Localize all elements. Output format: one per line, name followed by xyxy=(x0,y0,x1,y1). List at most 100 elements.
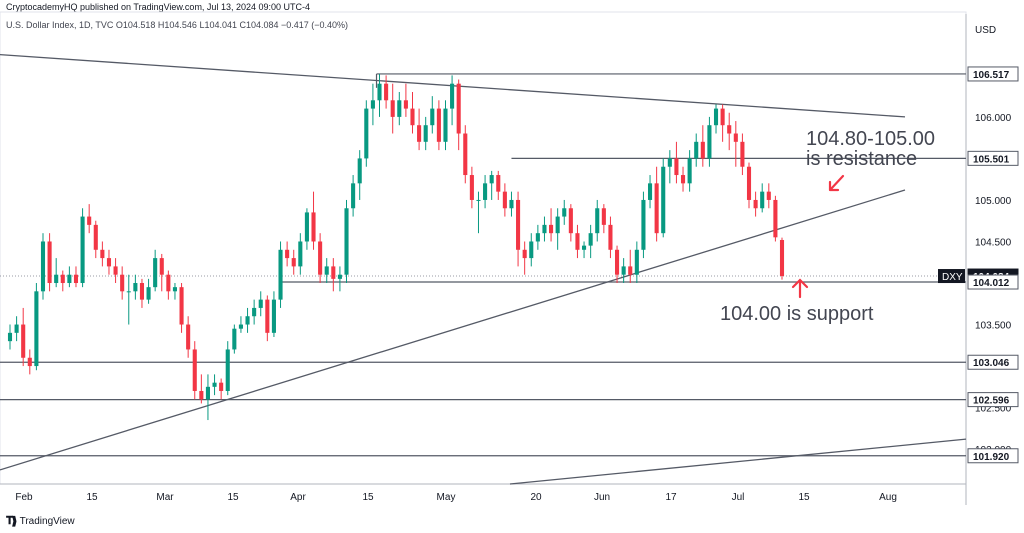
candle-body xyxy=(126,291,131,293)
symbol-line: U.S. Dollar Index, 1D, TVC O104.518 H104… xyxy=(6,20,349,30)
candle-body xyxy=(582,245,587,250)
candle-body xyxy=(344,208,349,275)
candle-body xyxy=(483,183,488,200)
candle-body xyxy=(549,224,554,234)
price-label-box xyxy=(967,354,1019,370)
candle-body xyxy=(67,274,72,284)
ascending-trendline xyxy=(0,189,906,471)
candle-body xyxy=(232,328,237,350)
candle-body xyxy=(7,332,13,342)
candle-body xyxy=(417,125,422,142)
trend-lines xyxy=(0,53,967,485)
candle-body xyxy=(186,324,191,350)
candle-body xyxy=(219,382,224,391)
x-tick-label: 15 xyxy=(227,492,239,503)
candle-body xyxy=(450,83,455,109)
candle-body xyxy=(746,166,752,200)
candle-body xyxy=(21,324,26,358)
x-tick-label: May xyxy=(437,492,456,503)
price-label-text: 105.501 xyxy=(973,154,1010,165)
x-tick-label: Apr xyxy=(290,492,306,503)
price-label-box xyxy=(967,392,1019,408)
price-label-box xyxy=(967,448,1019,464)
candle-body xyxy=(476,199,481,201)
x-tick-label: Mar xyxy=(156,492,174,503)
candle-body xyxy=(647,183,653,200)
candle-body xyxy=(324,266,329,275)
candle-body xyxy=(34,291,39,367)
candle-body xyxy=(377,83,382,101)
candle-body xyxy=(384,83,389,101)
candle-body xyxy=(614,249,620,275)
resistance-annotation-line-1: 104.80-105.00 xyxy=(806,128,935,150)
resistance-annotation-line-2: is resistance xyxy=(806,148,917,170)
support-annotation: 104.00 is support xyxy=(720,303,874,325)
candle-body xyxy=(779,239,785,277)
candle-body xyxy=(760,191,765,209)
candle-body xyxy=(311,212,316,242)
candle-body xyxy=(522,249,527,259)
x-tick-label: 15 xyxy=(362,492,374,503)
symbol-tag-box xyxy=(938,269,965,284)
axes: USD106.000105.000104.500103.500102.50010… xyxy=(15,25,1019,503)
candle-body xyxy=(456,83,461,134)
candle-body xyxy=(390,100,395,117)
candle-body xyxy=(555,216,560,234)
price-label-text: 101.920 xyxy=(973,452,1010,463)
y-tick-label: 102.500 xyxy=(975,404,1012,415)
candle-body xyxy=(436,108,441,142)
candle-body xyxy=(351,183,356,209)
candle-body xyxy=(588,233,593,246)
candle-body xyxy=(100,249,105,259)
candle-body xyxy=(469,175,474,200)
candle-body xyxy=(575,233,580,250)
candle-body xyxy=(667,158,672,167)
candle-body xyxy=(192,349,197,391)
x-tick-label: 15 xyxy=(86,492,98,503)
candle-body xyxy=(80,216,85,284)
candle-body xyxy=(370,100,375,109)
candle-body xyxy=(304,212,309,242)
candle-body xyxy=(139,283,145,300)
candle-body xyxy=(687,158,692,184)
candle-body xyxy=(252,307,257,317)
candle-body xyxy=(87,216,92,225)
publisher-line: CryptocademyHQ published on TradingView.… xyxy=(6,2,310,12)
candle-body xyxy=(285,249,290,259)
candle-body xyxy=(766,191,771,200)
candle-body xyxy=(179,287,184,325)
plot-frame xyxy=(0,11,967,485)
candle-body xyxy=(443,108,448,142)
candle-body xyxy=(713,108,719,126)
candle-body xyxy=(205,386,210,400)
candle-body xyxy=(568,208,573,234)
x-tick-label: 20 xyxy=(530,492,542,503)
candle-body xyxy=(60,274,65,284)
candle-body xyxy=(410,108,415,126)
candle-body xyxy=(634,249,639,275)
price-label-box xyxy=(967,274,1019,290)
footer-brand-label: TradingView xyxy=(19,516,75,527)
price-label-box xyxy=(967,150,1019,166)
candle-body xyxy=(331,266,336,279)
candle-body xyxy=(73,274,79,284)
candle-body xyxy=(740,141,745,167)
candle-body xyxy=(397,100,402,117)
candle-body xyxy=(654,183,659,234)
price-label-text: 104.012 xyxy=(973,278,1010,289)
candle-body xyxy=(278,249,283,300)
y-tick-label: 104.500 xyxy=(975,237,1012,248)
support-arrow-icon xyxy=(791,278,809,299)
tradingview-logo-icon: 𝐓❱ xyxy=(6,515,17,527)
candles xyxy=(7,73,785,421)
footer-brand: 𝐓❱ TradingView xyxy=(6,515,75,528)
candle-body xyxy=(27,357,32,367)
x-tick-label: Jun xyxy=(594,492,610,503)
candle-body xyxy=(199,390,204,400)
price-label-box xyxy=(967,66,1019,82)
candle-body xyxy=(318,241,323,275)
candle-body xyxy=(54,274,59,284)
candle-body xyxy=(680,175,686,184)
